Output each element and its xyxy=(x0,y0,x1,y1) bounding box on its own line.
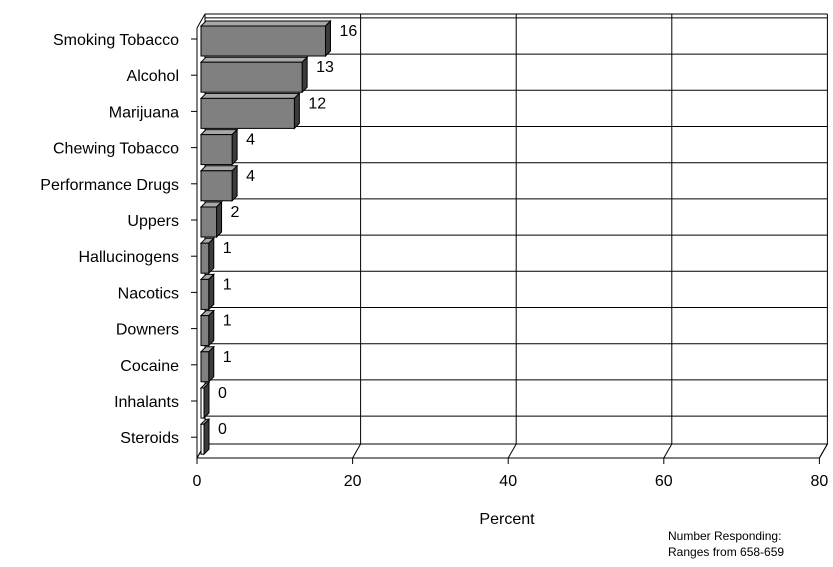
bar-side-chewing-tobacco xyxy=(231,128,238,166)
bar-steroids xyxy=(200,423,205,455)
number-responding-note: Number Responding: xyxy=(668,529,782,543)
x-tick-label: 0 xyxy=(193,473,202,490)
data-label-downers: 1 xyxy=(223,313,232,330)
bar-side-inhalants xyxy=(203,381,210,420)
bar-cocaine xyxy=(200,351,210,383)
category-label-alcohol: Alcohol xyxy=(127,68,179,85)
bar-side-hallucinogens xyxy=(208,236,215,275)
left-wall-top-edge xyxy=(196,13,206,29)
bar-nacotics xyxy=(200,278,210,310)
category-label-smoking-tobacco: Smoking Tobacco xyxy=(53,32,179,49)
bar-side-alcohol xyxy=(301,55,308,94)
bar-top-chewing-tobacco xyxy=(199,129,239,136)
data-label-uppers: 2 xyxy=(231,204,240,221)
bar-inhalants xyxy=(200,387,205,419)
data-label-marijuana: 12 xyxy=(308,95,326,112)
floor-depth-line xyxy=(507,443,517,459)
data-label-chewing-tobacco: 4 xyxy=(246,132,255,149)
data-label-cocaine: 1 xyxy=(223,349,232,366)
bar-smoking-tobacco xyxy=(200,25,326,57)
data-label-performance-drugs: 4 xyxy=(246,168,255,185)
floor-depth-line xyxy=(663,443,673,459)
bar-side-uppers xyxy=(216,200,223,239)
category-label-uppers: Uppers xyxy=(127,213,179,230)
data-label-alcohol: 13 xyxy=(316,59,334,76)
floor-depth-line xyxy=(352,443,362,459)
floor-depth-line xyxy=(818,443,828,459)
category-label-cocaine: Cocaine xyxy=(120,358,179,375)
bar-top-performance-drugs xyxy=(199,165,239,172)
x-tick-label: 20 xyxy=(344,473,362,490)
bar-marijuana xyxy=(200,97,295,129)
bar-side-nacotics xyxy=(208,273,215,311)
x-tick-label: 40 xyxy=(499,473,517,490)
data-label-nacotics: 1 xyxy=(223,276,232,293)
category-label-nacotics: Nacotics xyxy=(118,285,179,302)
x-tick-label: 60 xyxy=(655,473,673,490)
bar-top-smoking-tobacco xyxy=(199,20,332,27)
bar-uppers xyxy=(200,206,218,238)
data-label-smoking-tobacco: 16 xyxy=(339,23,357,40)
bar-top-marijuana xyxy=(199,92,301,99)
x-tick-label: 80 xyxy=(811,473,829,490)
bar-alcohol xyxy=(200,61,303,93)
data-label-inhalants: 0 xyxy=(218,385,227,402)
bar-side-smoking-tobacco xyxy=(324,19,331,58)
category-label-marijuana: Marijuana xyxy=(109,104,179,121)
bar-performance-drugs xyxy=(200,170,233,202)
category-label-chewing-tobacco: Chewing Tobacco xyxy=(53,141,179,158)
data-label-steroids: 0 xyxy=(218,421,227,438)
bar-side-performance-drugs xyxy=(231,164,238,203)
category-label-performance-drugs: Performance Drugs xyxy=(40,177,179,194)
category-label-hallucinogens: Hallucinogens xyxy=(78,249,179,266)
data-label-hallucinogens: 1 xyxy=(223,240,232,257)
category-label-steroids: Steroids xyxy=(120,430,179,447)
category-label-inhalants: Inhalants xyxy=(114,394,179,411)
category-label-downers: Downers xyxy=(116,322,179,339)
bar-side-downers xyxy=(208,309,215,347)
bar-downers xyxy=(200,315,210,347)
bar-top-alcohol xyxy=(199,56,309,63)
bar-side-cocaine xyxy=(208,345,215,384)
x-axis-label: Percent xyxy=(479,511,535,528)
response-range-note: Ranges from 658-659 xyxy=(668,545,785,559)
bar-chewing-tobacco xyxy=(200,134,233,166)
bar-side-steroids xyxy=(203,417,210,456)
bar-side-marijuana xyxy=(293,92,300,130)
bar-hallucinogens xyxy=(200,242,210,274)
